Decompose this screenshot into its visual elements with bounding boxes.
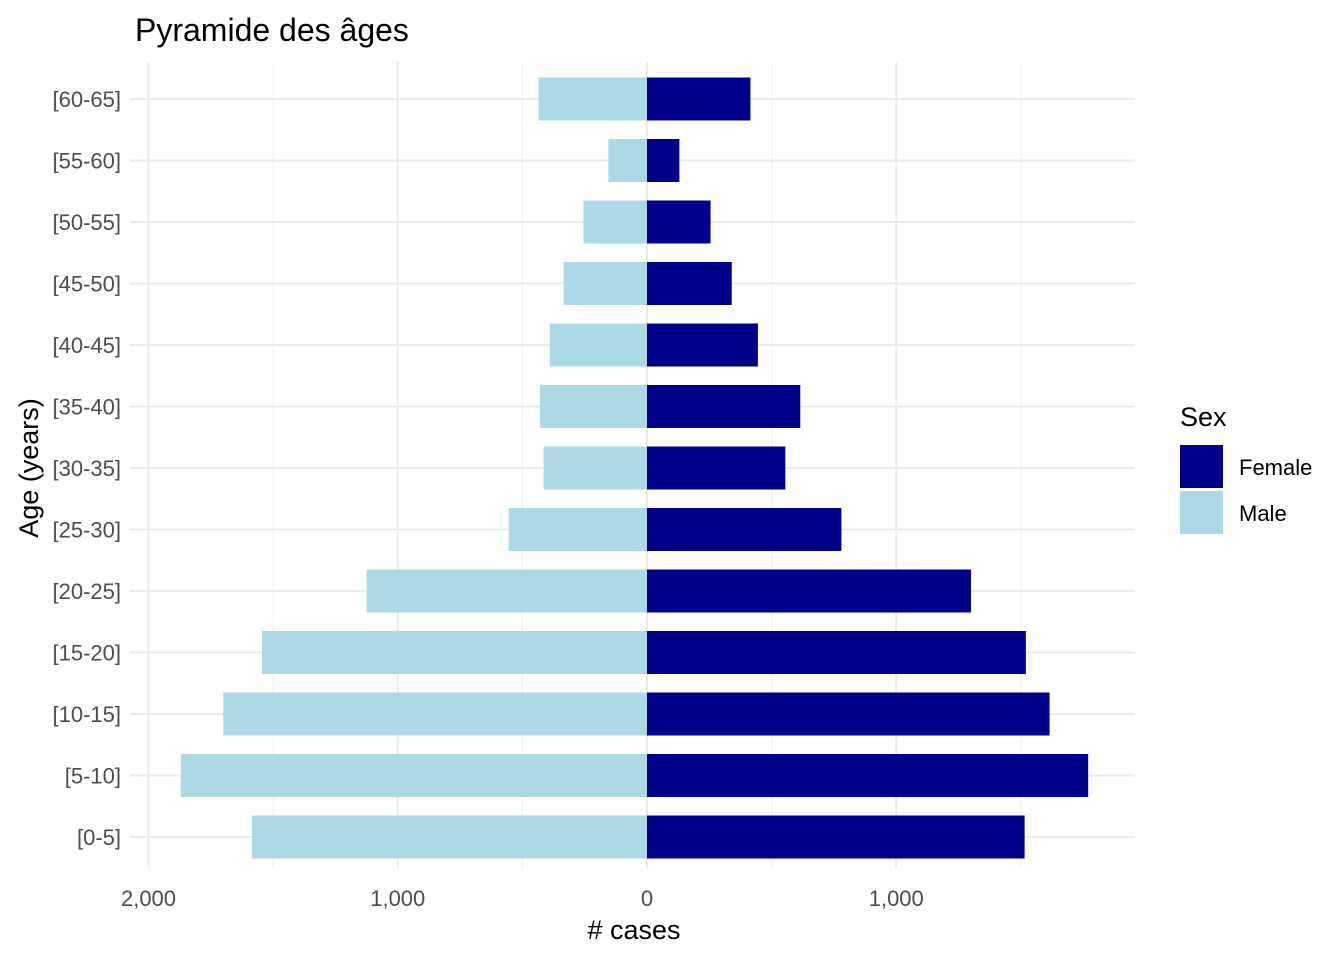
y-tick-label: [50-55] (53, 210, 122, 235)
bar-female-20-25 (647, 569, 972, 613)
bar-male-25-30 (508, 508, 647, 551)
bar-male-45-50 (563, 262, 647, 305)
bar-male-55-60 (608, 139, 647, 182)
x-tick-label: 1,000 (370, 886, 425, 911)
y-tick-label: [0-5] (77, 825, 121, 850)
y-tick-label: [5-10] (65, 764, 121, 789)
bar-female-35-40 (647, 385, 801, 428)
legend-swatch-male (1180, 491, 1223, 534)
y-tick-label: [55-60] (53, 149, 122, 174)
bar-female-10-15 (647, 692, 1050, 736)
legend-swatch-female (1180, 445, 1223, 488)
bar-male-50-55 (583, 200, 647, 244)
x-tick-label: 1,000 (869, 886, 924, 911)
legend-label-male: Male (1239, 501, 1287, 526)
bar-female-55-60 (647, 139, 680, 182)
bar-female-40-45 (647, 323, 758, 367)
bar-female-45-50 (647, 262, 732, 305)
bar-female-25-30 (647, 508, 842, 551)
y-tick-label: [45-50] (53, 272, 122, 297)
y-tick-label: [30-35] (53, 456, 122, 481)
bar-female-15-20 (647, 631, 1026, 674)
bars (180, 77, 1089, 859)
bar-female-30-35 (647, 446, 786, 490)
y-tick-label: [10-15] (53, 702, 122, 727)
y-tick-label: [60-65] (53, 87, 122, 112)
y-axis-ticks: [0-5] [5-10] [10-15] [15-20] [20-25] [25-30] [… (53, 87, 122, 850)
bar-female-50-55 (647, 200, 711, 244)
bar-male-60-65 (538, 77, 647, 121)
legend: Sex Female Male (1180, 402, 1312, 534)
bar-male-35-40 (539, 385, 647, 428)
x-axis-title: # cases (587, 915, 680, 945)
legend-title: Sex (1180, 402, 1227, 432)
chart-title: Pyramide des âges (135, 12, 409, 48)
y-tick-label: [40-45] (53, 333, 122, 358)
bar-male-10-15 (223, 692, 647, 736)
bar-female-0-5 (647, 815, 1025, 859)
bar-male-0-5 (251, 815, 647, 859)
x-tick-label: 0 (641, 886, 653, 911)
y-tick-label: [15-20] (53, 641, 122, 666)
bar-female-60-65 (647, 77, 751, 121)
bar-female-5-10 (647, 754, 1089, 797)
bar-male-40-45 (549, 323, 647, 367)
y-tick-label: [25-30] (53, 518, 122, 543)
y-tick-label: [20-25] (53, 579, 122, 604)
bar-male-15-20 (261, 631, 647, 674)
y-tick-label: [35-40] (53, 395, 122, 420)
bar-male-20-25 (366, 569, 647, 613)
y-axis-title: Age (years) (14, 398, 44, 538)
bar-male-30-35 (543, 446, 647, 490)
x-tick-label: 2,000 (121, 886, 176, 911)
x-axis-ticks: 2,000 1,000 0 1,000 (121, 886, 924, 911)
bar-male-5-10 (180, 754, 647, 797)
legend-label-female: Female (1239, 455, 1312, 480)
